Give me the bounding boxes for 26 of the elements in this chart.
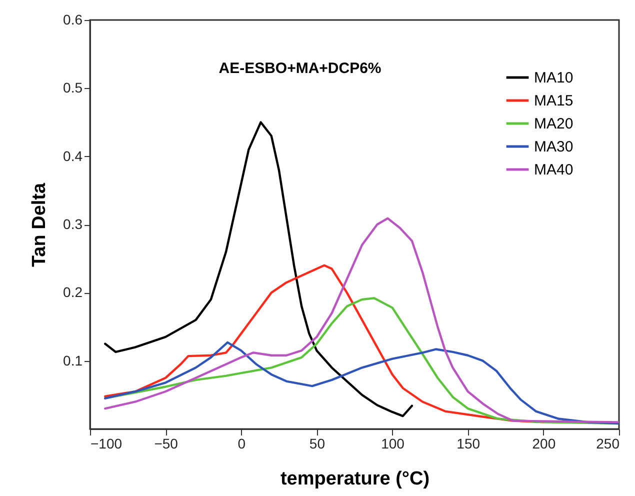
y-tick-label: 0.1 — [63, 352, 83, 368]
x-tick-label: 150 — [456, 436, 480, 452]
legend-label: MA40 — [534, 162, 574, 178]
y-tick-label: 0.2 — [63, 284, 83, 300]
x-tick-label: −100 — [90, 436, 122, 452]
y-tick-label: 0.4 — [63, 148, 83, 164]
y-tick-label: 0.3 — [63, 216, 83, 232]
text: AE-ESBO+MA+DCP6% — [218, 60, 382, 77]
x-tick-label: −50 — [154, 436, 178, 452]
x-axis-title: temperature (°C) — [280, 468, 430, 490]
legend-label: MA10 — [534, 70, 574, 86]
legend-label: MA15 — [534, 92, 574, 110]
x-tick-label: 100 — [381, 436, 405, 452]
line-series — [104, 341, 619, 425]
y-tick-label: 0.5 — [63, 80, 83, 96]
legend-label: MA20 — [534, 116, 574, 132]
x-tick-label: 50 — [309, 436, 326, 452]
y-tick-label: 0.6 — [63, 12, 83, 28]
line-series — [104, 121, 414, 418]
line-series — [104, 217, 619, 424]
legend-label: MA30 — [534, 138, 574, 156]
line-series — [104, 264, 545, 424]
x-tick-label: 250 — [596, 436, 620, 452]
x-tick-label: 0 — [238, 436, 246, 452]
x-tick-label: 200 — [532, 436, 556, 452]
y-axis-title: Tan Delta — [29, 182, 50, 268]
